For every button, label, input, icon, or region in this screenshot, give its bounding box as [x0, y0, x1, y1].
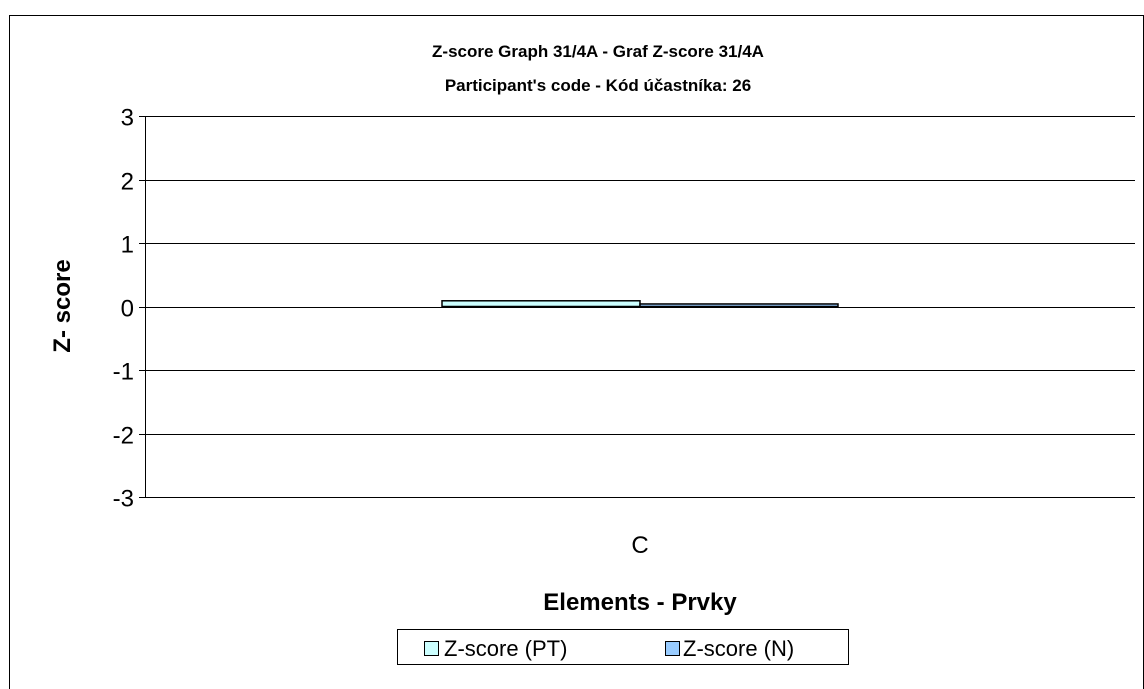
legend-swatch-n — [665, 641, 680, 656]
legend-box — [397, 629, 849, 665]
y-tick-label-2: 1 — [121, 232, 134, 259]
y-tick-label-5: -2 — [113, 423, 134, 450]
bar-C-series-1 — [639, 303, 839, 308]
legend-swatch-pt — [424, 641, 439, 656]
x-axis-title: Elements - Prvky — [543, 589, 737, 616]
bar-C-series-0 — [441, 300, 641, 308]
legend: Z-score (PT) Z-score (N) — [397, 629, 849, 665]
gridlines — [145, 116, 1135, 498]
y-tick-labels: 3 2 1 0 -1 -2 -3 — [113, 105, 134, 513]
bars — [441, 300, 839, 308]
y-axis-title: Z- score — [49, 259, 76, 352]
y-tick-label-3: 0 — [121, 296, 134, 323]
chart-title-line1: Z-score Graph 31/4A - Graf Z-score 31/4A — [432, 42, 764, 61]
legend-label-pt: Z-score (PT) — [444, 636, 567, 661]
y-tick-label-4: -1 — [113, 359, 134, 386]
legend-label-n: Z-score (N) — [683, 636, 794, 661]
y-tick-label-1: 2 — [121, 169, 134, 196]
x-category-label: C — [631, 532, 648, 559]
chart-border — [9, 15, 1144, 689]
axes — [139, 116, 146, 498]
chart-title-line2: Participant's code - Kód účastníka: 26 — [445, 76, 751, 95]
y-tick-label-6: -3 — [113, 486, 134, 513]
y-tick-label-0: 3 — [121, 105, 134, 132]
